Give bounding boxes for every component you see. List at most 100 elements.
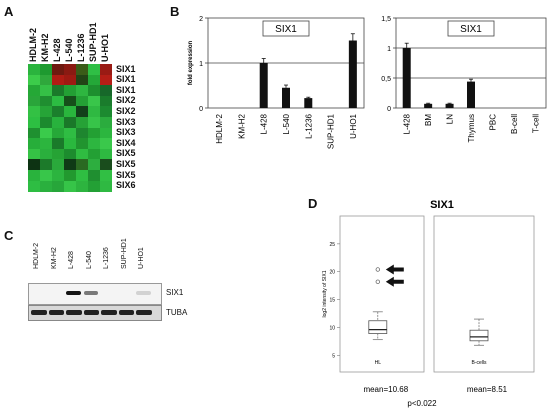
heatmap-column-label: SUP-HD1 xyxy=(88,22,98,62)
heatmap-cell xyxy=(100,127,112,139)
x-tick-label: KM-H2 xyxy=(237,113,246,138)
heatmap-row-label: SIX5 xyxy=(116,148,136,159)
blot-band xyxy=(66,310,82,315)
heatmap-cell xyxy=(76,170,88,181)
heatmap-column-label: U-HO1 xyxy=(100,33,110,62)
x-tick-label: T-cell xyxy=(531,114,540,133)
heatmap-cell xyxy=(100,148,112,160)
y-tick-label: 2 xyxy=(199,16,203,23)
heatmap-cell xyxy=(64,138,76,150)
heatmap-row-label: SIX5 xyxy=(116,169,136,180)
x-tick-label: L-428 xyxy=(403,113,412,134)
x-tick-label: HDLM-2 xyxy=(215,113,224,143)
heatmap-cell xyxy=(40,159,52,171)
western-lane-label: L-1236 xyxy=(103,247,110,269)
y-tick-label: 1,5 xyxy=(381,16,391,23)
blot-band xyxy=(66,291,81,295)
heatmap-cell xyxy=(100,64,112,75)
heatmap-cell xyxy=(88,148,100,160)
heatmap-cell xyxy=(40,117,52,128)
heatmap-cell xyxy=(28,85,40,97)
bar xyxy=(445,103,454,108)
heatmap-cell xyxy=(28,106,40,118)
heatmap-cell xyxy=(28,127,40,139)
blot-band xyxy=(118,310,134,315)
y-axis-label: log2 intensity of SIX1 xyxy=(322,270,328,317)
heatmap-cell xyxy=(52,138,64,150)
x-tick-label: L-428 xyxy=(260,113,269,134)
heatmap-cell xyxy=(40,148,52,160)
blot-band xyxy=(31,310,47,315)
x-tick-label: LN xyxy=(446,114,455,124)
heatmap-cell xyxy=(76,117,88,128)
box xyxy=(368,320,388,334)
heatmap-cell xyxy=(64,148,76,160)
outlier-arrow xyxy=(385,264,404,275)
heatmap-cell xyxy=(40,180,52,192)
y-tick-label: 15 xyxy=(329,298,335,304)
heatmap-cell xyxy=(76,138,88,150)
blot-band xyxy=(136,310,152,315)
heatmap-cell xyxy=(40,85,52,97)
box-plot: SIX1 log2 intensity of SIX1 5 10 15 20 25 HL mea… xyxy=(322,199,535,408)
blot-band xyxy=(48,310,64,315)
heatmap-cell xyxy=(88,85,100,97)
heatmap-cell xyxy=(76,74,88,86)
heatmap-row-label: SIX6 xyxy=(116,180,136,191)
heatmap-cell xyxy=(76,85,88,97)
group-label: HL xyxy=(375,360,382,366)
outlier-point xyxy=(375,279,380,284)
heatmap-row-label: SIX2 xyxy=(116,95,136,106)
title-box xyxy=(447,20,495,37)
heatmap-cell xyxy=(28,117,40,128)
mean-label: mean=10.68 xyxy=(363,385,408,394)
heatmap-cell xyxy=(52,148,64,160)
heatmap-column-label: HDLM-2 xyxy=(28,28,38,62)
western-lane-label: L-428 xyxy=(68,251,75,269)
heatmap-cell xyxy=(76,159,88,171)
y-tick-label: 0,5 xyxy=(381,76,391,83)
bar xyxy=(467,81,475,108)
blot-band xyxy=(136,291,151,295)
heatmap-row-label: SIX1 xyxy=(116,84,136,95)
bar xyxy=(402,48,411,108)
blot-band xyxy=(83,310,99,315)
western-lane-label: U-HO1 xyxy=(138,247,145,269)
box xyxy=(469,329,489,342)
x-tick-label: L-1236 xyxy=(304,113,313,138)
tuba-blot-label: TUBA xyxy=(166,308,188,317)
title-box xyxy=(262,20,310,37)
heatmap-cell xyxy=(76,148,88,160)
y-tick-label: 0 xyxy=(199,106,203,113)
heatmap-cell xyxy=(52,106,64,118)
heatmap-row-label: SIX5 xyxy=(116,158,136,169)
heatmap-cell xyxy=(88,180,100,192)
heatmap-cell xyxy=(100,106,112,118)
heatmap-cell xyxy=(28,74,40,86)
heatmap-cell xyxy=(100,85,112,97)
x-tick-label: SUP-HD1 xyxy=(327,113,336,149)
heatmap-cell xyxy=(64,95,76,107)
y-tick-label: 1 xyxy=(199,61,203,68)
chart-title: SIX1 xyxy=(430,199,454,211)
p-value-label: p<0.022 xyxy=(407,399,437,408)
panel-letter-d: D xyxy=(308,196,318,211)
heatmap-cell xyxy=(88,127,100,139)
heatmap-cell xyxy=(52,159,64,171)
western-lane-label: SUP-HD1 xyxy=(120,238,128,269)
heatmap-column-label: L-428 xyxy=(52,38,62,62)
heatmap-cell xyxy=(100,180,112,192)
x-tick-label: B-cell xyxy=(510,114,519,134)
heatmap-cell xyxy=(52,117,64,128)
heatmap-cell xyxy=(64,64,76,75)
heatmap-column-label: L-540 xyxy=(64,38,74,62)
bar xyxy=(282,87,290,108)
heatmap-cell xyxy=(52,180,64,192)
panel-letter-b: B xyxy=(170,4,180,19)
y-tick-label: 20 xyxy=(329,270,335,276)
heatmap-cell xyxy=(88,74,100,86)
heatmap-row-label: SIX3 xyxy=(116,116,136,127)
y-tick-label: 1 xyxy=(387,46,391,53)
heatmap-cell xyxy=(100,159,112,171)
x-tick-label: L-540 xyxy=(282,113,291,134)
